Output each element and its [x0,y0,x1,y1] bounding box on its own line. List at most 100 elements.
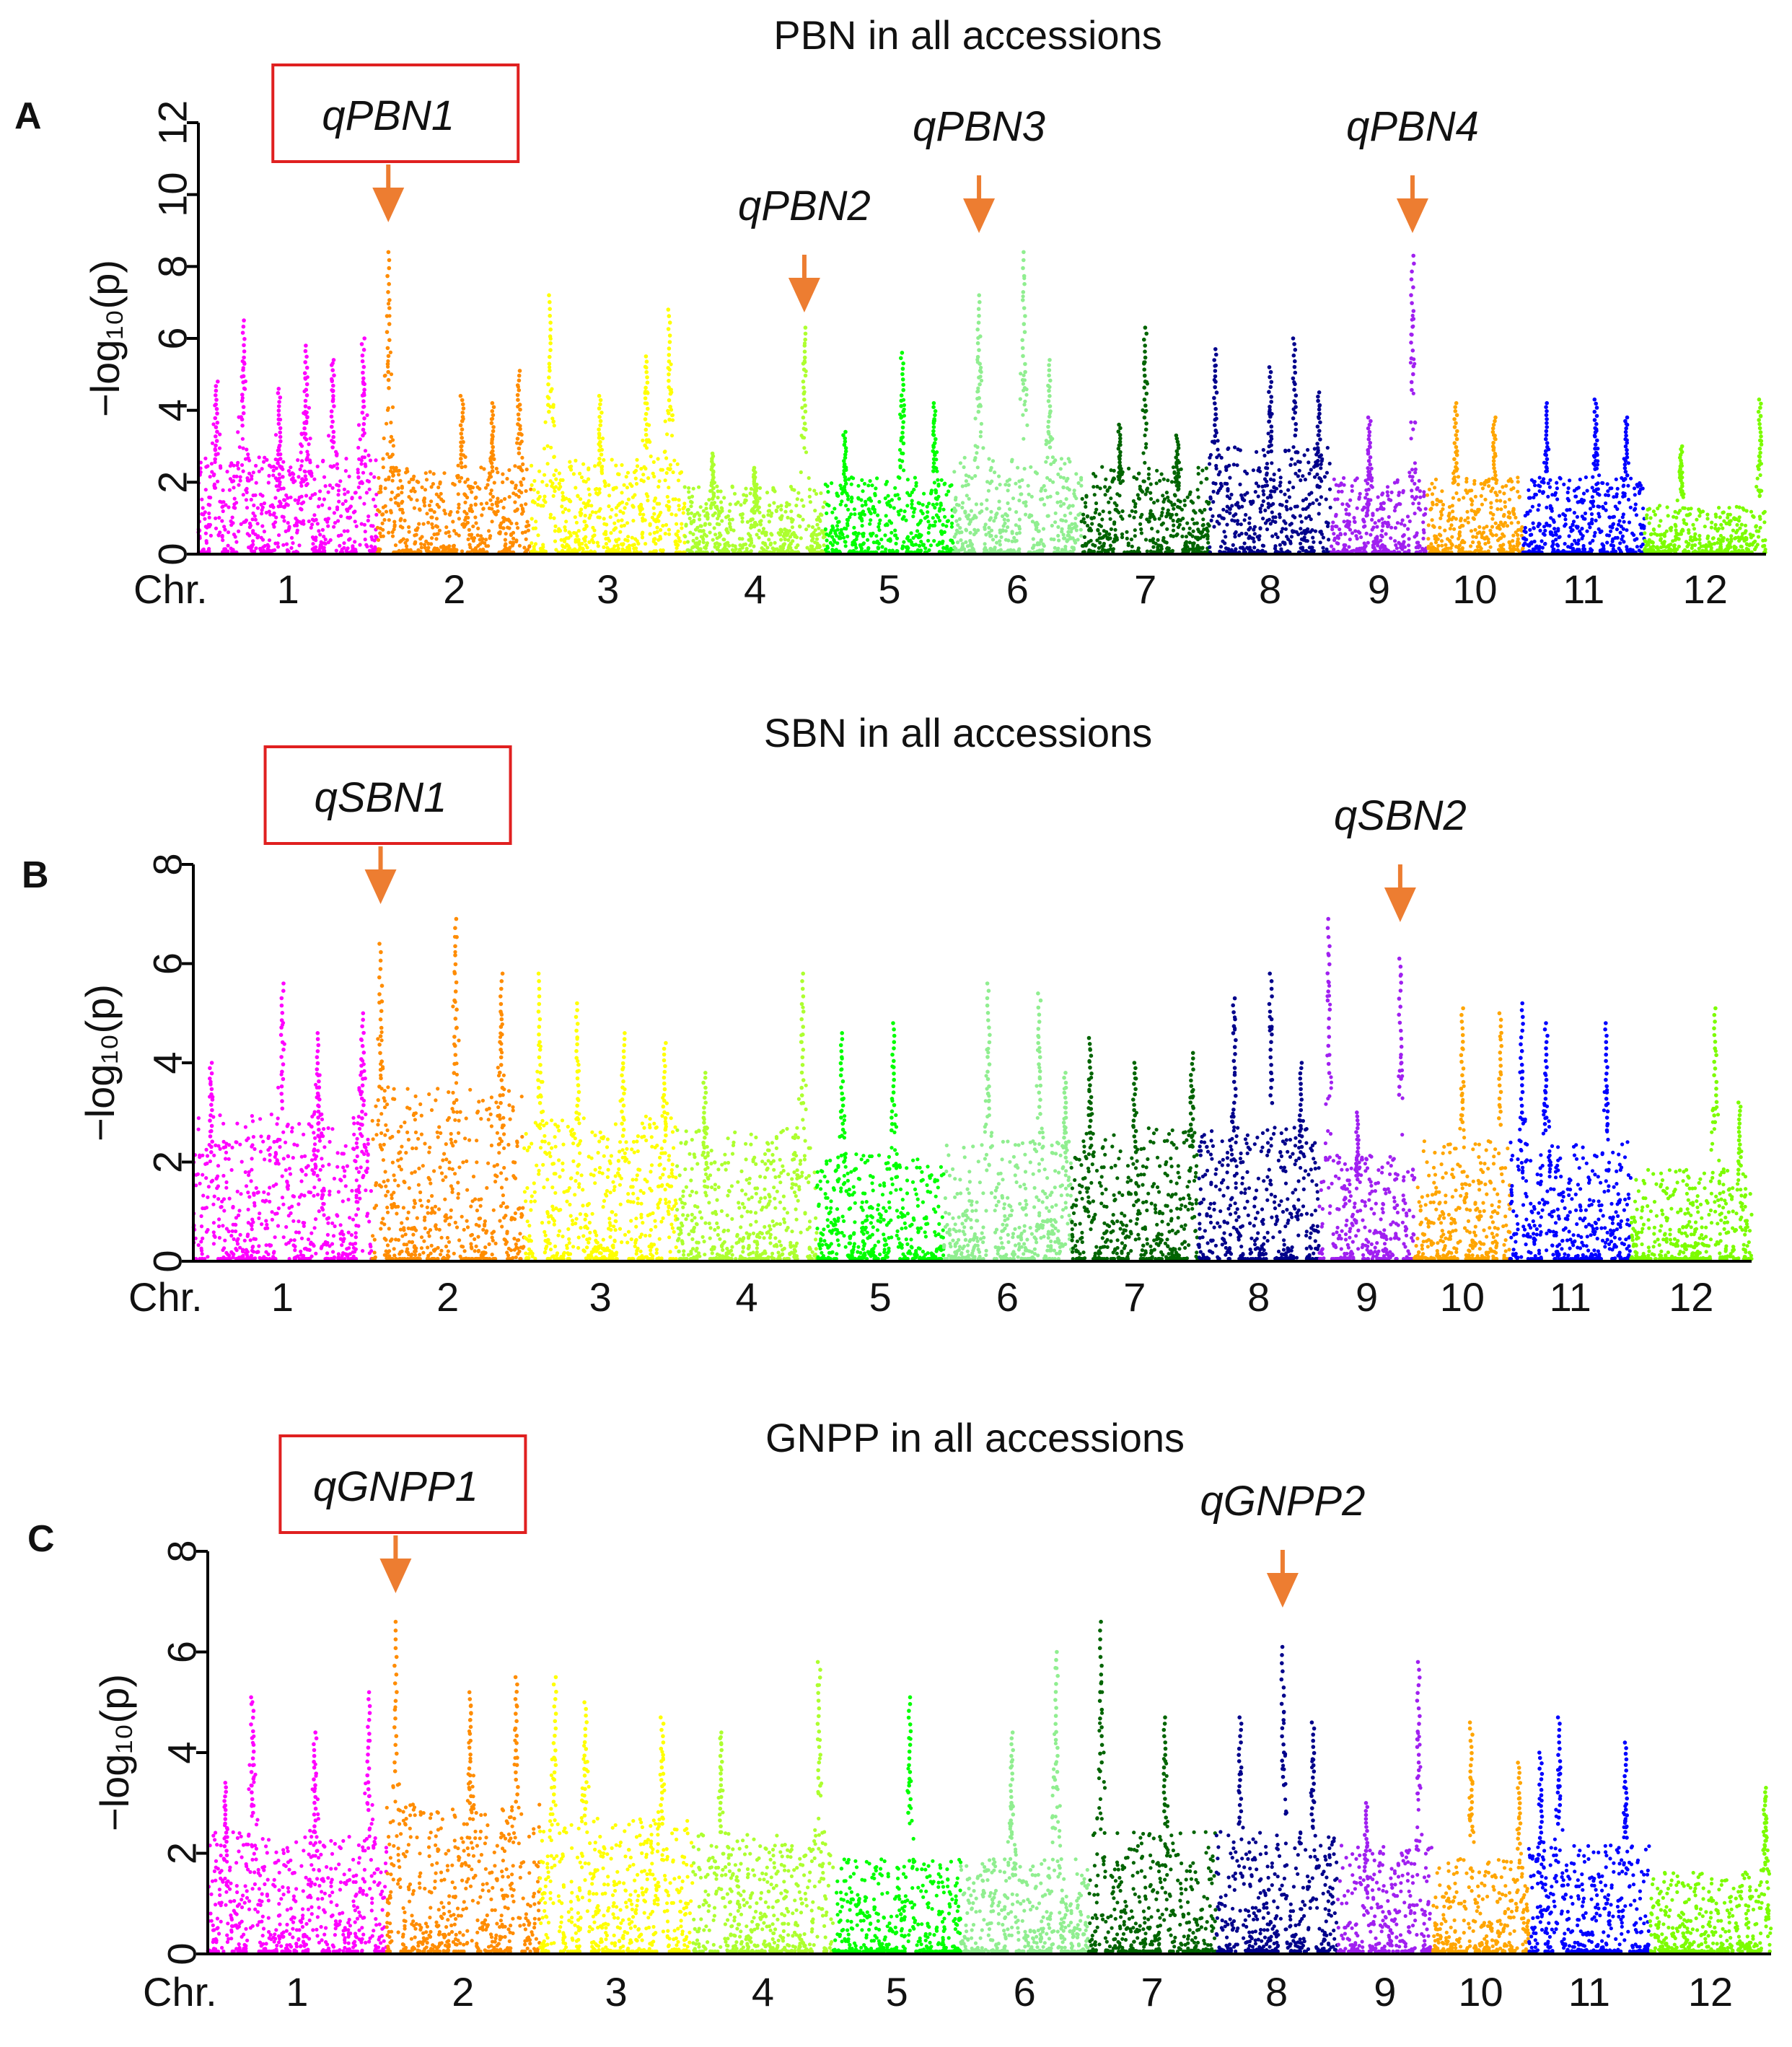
data-point [918,548,923,553]
data-point [309,525,313,530]
data-point [634,481,639,486]
data-point [969,509,973,513]
data-point [1322,475,1327,479]
data-point [342,541,346,545]
data-point [312,537,316,541]
data-point [1306,460,1311,465]
data-point [1261,488,1265,494]
data-point [498,530,502,535]
peak-point [1317,411,1322,416]
data-point [1129,538,1133,542]
data-point [1317,512,1321,516]
data-point [697,529,702,533]
data-point [586,501,590,506]
data-point [576,538,581,542]
data-point [1423,512,1428,517]
data-point [1067,524,1071,528]
peak-point [1023,314,1027,318]
data-point [339,533,343,538]
data-point [320,527,325,532]
peak-point [976,320,981,325]
peak-point [710,451,715,456]
data-point [1066,506,1071,510]
data-point [740,512,745,517]
data-point [956,523,960,527]
peak-point [1117,470,1121,475]
peak-point [214,388,219,393]
data-point [218,499,222,504]
data-point [667,505,672,509]
peak-point [240,417,245,422]
peak-point [931,461,936,465]
data-point [617,472,621,477]
data-point [1226,446,1231,450]
data-point [1291,530,1295,534]
data-point [1143,492,1148,496]
data-point [765,491,770,495]
data-point [858,516,862,520]
peak-point [597,427,601,431]
peak-point [644,427,649,432]
data-point [513,509,517,513]
peak-point [214,398,219,402]
peak-point [490,409,495,413]
peak-point [802,355,807,360]
peak-point [516,422,520,426]
data-point [949,538,953,543]
data-point [628,482,633,486]
data-point [553,489,557,494]
peak-point [1267,390,1271,394]
data-point [796,491,801,495]
data-point [200,512,204,517]
data-point [1317,502,1322,507]
peak-point [934,437,938,442]
data-point [1045,514,1050,518]
data-point [381,457,385,461]
data-point [305,482,309,486]
data-point [279,465,284,470]
data-point [1299,541,1303,545]
data-point [1315,484,1319,489]
peak-point [933,413,937,418]
peak-point [1117,457,1122,461]
peak-point [644,401,649,406]
data-point [370,538,374,542]
data-point [893,528,897,532]
data-point [413,489,417,494]
data-point [1205,529,1210,533]
data-point [1017,527,1022,531]
peak-point [460,436,464,440]
peak-point [216,380,220,384]
data-point [1147,466,1151,471]
data-point [457,502,461,507]
data-point [1344,524,1348,528]
data-point [866,483,871,488]
data-point [1406,527,1410,531]
data-point [1171,528,1176,532]
peak-point [331,394,335,398]
peak-point [517,388,522,393]
data-point [479,501,483,506]
data-point [576,494,580,498]
data-point [866,545,871,551]
data-point [1132,515,1136,520]
data-point [273,457,278,462]
data-point [1191,543,1195,548]
data-point [1103,493,1107,497]
data-point [457,506,461,510]
data-point [459,475,464,480]
data-point [1061,485,1066,490]
data-point [602,545,606,550]
peak-point [1047,440,1051,444]
data-point [442,471,447,475]
data-point [549,445,553,450]
data-point [516,526,520,530]
data-point [757,528,761,532]
data-point [822,543,826,548]
peak-point [276,461,280,465]
data-point [1219,455,1224,460]
data-point [372,475,377,479]
data-point [744,486,748,491]
data-point [663,419,667,424]
data-point [377,547,381,551]
